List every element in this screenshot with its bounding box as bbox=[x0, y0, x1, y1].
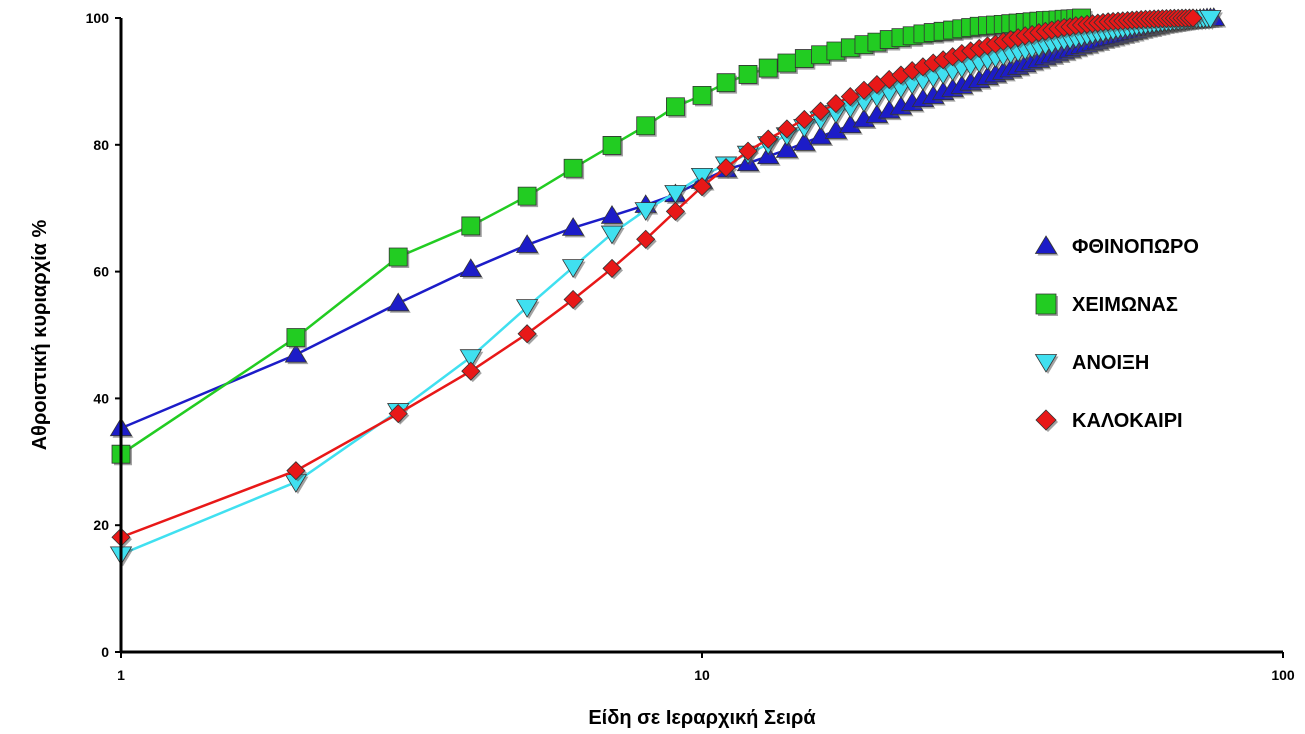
legend-entry: ΧΕΙΜΩΝΑΣ bbox=[1035, 293, 1178, 316]
data-point bbox=[826, 94, 846, 114]
data-point bbox=[517, 186, 537, 206]
data-point bbox=[600, 205, 624, 224]
legend-marker bbox=[1034, 235, 1058, 254]
data-point bbox=[824, 120, 848, 139]
y-tick-label: 40 bbox=[93, 390, 109, 406]
data-point bbox=[794, 49, 814, 68]
y-axis-title: Αθροιστική κυριαρχία % bbox=[29, 219, 51, 450]
legend-label: ΑΝΟΙΞΗ bbox=[1072, 352, 1149, 374]
series-line bbox=[120, 16, 1194, 539]
data-point bbox=[286, 328, 306, 347]
data-point bbox=[716, 158, 736, 178]
x-tick-label: 1 bbox=[117, 667, 125, 683]
data-point bbox=[826, 41, 846, 61]
data-point bbox=[840, 87, 860, 107]
legend-marker bbox=[1035, 293, 1057, 315]
data-point bbox=[664, 185, 687, 204]
legend-entry: ΚΑΛΟΚΑΙΡΙ bbox=[1035, 409, 1183, 432]
data-point bbox=[461, 361, 481, 381]
data-point bbox=[738, 141, 758, 161]
legend-entry: ΑΝΟΙΞΗ bbox=[1034, 352, 1149, 374]
data-point bbox=[634, 202, 657, 221]
legend-marker bbox=[1034, 354, 1058, 373]
series-2 bbox=[109, 10, 1223, 567]
data-point bbox=[777, 119, 797, 139]
data-point bbox=[461, 216, 481, 236]
data-point bbox=[793, 132, 816, 151]
legend-entry: ΦΘΙΝΟΠΩΡΟ bbox=[1034, 235, 1199, 258]
data-point bbox=[563, 158, 583, 178]
data-point bbox=[665, 201, 685, 221]
data-point bbox=[758, 58, 778, 78]
legend-label: ΧΕΙΜΩΝΑΣ bbox=[1072, 294, 1178, 316]
data-point bbox=[809, 125, 832, 145]
data-point bbox=[515, 299, 539, 318]
y-tick-label: 20 bbox=[93, 517, 109, 533]
data-point bbox=[561, 217, 585, 236]
x-axis-title: Είδη σε Ιεραρχική Σειρά bbox=[588, 707, 816, 729]
data-point bbox=[738, 65, 758, 84]
data-point bbox=[1199, 10, 1222, 29]
data-point bbox=[636, 116, 656, 136]
series-3 bbox=[111, 8, 1205, 549]
data-point bbox=[1183, 8, 1203, 28]
data-point bbox=[388, 404, 408, 424]
data-point bbox=[636, 229, 656, 249]
data-point bbox=[517, 324, 537, 344]
data-point bbox=[284, 343, 308, 363]
data-point bbox=[563, 289, 583, 310]
data-point bbox=[387, 292, 410, 312]
data-point bbox=[756, 145, 780, 165]
data-point bbox=[600, 225, 624, 245]
data-point bbox=[459, 258, 483, 277]
tick-labels: 0 20 40 60 80 100 1 10 100 bbox=[86, 10, 1295, 683]
data-point bbox=[692, 177, 712, 197]
legend-label: ΦΘΙΝΟΠΩΡΟ bbox=[1072, 236, 1199, 258]
data-point bbox=[602, 136, 622, 155]
x-tick-label: 100 bbox=[1271, 667, 1295, 683]
data-point bbox=[758, 129, 778, 149]
y-tick-label: 80 bbox=[93, 137, 109, 153]
data-point bbox=[777, 53, 797, 73]
data-point bbox=[459, 349, 483, 368]
data-point bbox=[602, 258, 622, 278]
data-point bbox=[854, 80, 874, 100]
data-point bbox=[811, 101, 831, 121]
data-point bbox=[794, 109, 814, 130]
y-tick-label: 60 bbox=[93, 264, 109, 280]
plot-area bbox=[109, 7, 1227, 567]
y-tick-label: 100 bbox=[86, 10, 110, 26]
series-1 bbox=[111, 8, 1093, 466]
data-point bbox=[716, 73, 736, 93]
legend: ΦΘΙΝΟΠΩΡΟ ΧΕΙΜΩΝΑΣ ΑΝΟΙΞΗ ΚΑΛΟΚΑΙΡΙ bbox=[1034, 235, 1199, 432]
data-point bbox=[692, 85, 712, 105]
x-tick-label: 10 bbox=[694, 667, 710, 683]
data-point bbox=[561, 259, 585, 278]
legend-label: ΚΑΛΟΚΑΙΡΙ bbox=[1072, 410, 1183, 432]
legend-marker bbox=[1035, 409, 1057, 431]
data-point bbox=[666, 97, 685, 117]
data-point bbox=[775, 139, 799, 158]
data-point bbox=[515, 234, 539, 253]
y-tick-label: 0 bbox=[101, 644, 109, 660]
data-point bbox=[388, 247, 408, 267]
data-point bbox=[286, 461, 306, 481]
series-0 bbox=[109, 7, 1227, 438]
data-point bbox=[811, 45, 830, 65]
